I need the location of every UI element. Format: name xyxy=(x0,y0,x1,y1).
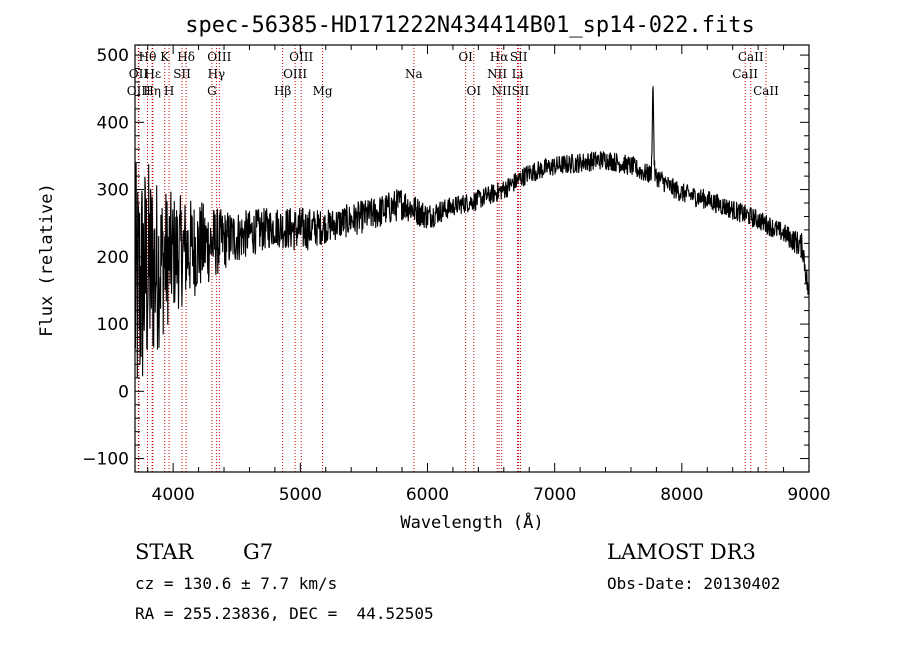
x-tick-label: 7000 xyxy=(533,485,576,505)
y-tick-label: −100 xyxy=(82,450,129,470)
line-label: OI xyxy=(466,84,481,98)
line-label: Hε xyxy=(144,67,161,81)
line-label: Hγ xyxy=(208,67,226,81)
y-tick-label: 300 xyxy=(97,181,129,201)
y-axis-ticks: −100 0 100 200 300 400 500 xyxy=(82,46,809,470)
y-tick-label: 100 xyxy=(97,315,129,335)
x-tick-label: 5000 xyxy=(279,485,322,505)
line-label: CaII xyxy=(732,67,758,81)
line-label: OI xyxy=(458,50,473,64)
x-axis-ticks: 4000 5000 6000 7000 8000 9000 xyxy=(147,45,831,505)
line-label: Hθ xyxy=(139,50,157,64)
line-label: SII xyxy=(510,50,528,64)
line-labels: Hθ OII OIII Hε Hη K H SII Hδ OIII Hγ G OIII OIII Hβ Mg N… xyxy=(127,50,779,98)
survey-name: LAMOST DR3 xyxy=(607,540,756,564)
line-label: SII xyxy=(173,67,191,81)
x-tick-label: 9000 xyxy=(787,485,830,505)
line-label: NII xyxy=(487,67,507,81)
line-label: Hδ xyxy=(177,50,195,64)
line-label: OIII xyxy=(289,50,313,64)
line-label: OII xyxy=(129,67,149,81)
line-label: H xyxy=(164,84,174,98)
y-tick-label: 200 xyxy=(97,248,129,268)
x-tick-label: 8000 xyxy=(660,485,703,505)
line-label: Hα xyxy=(490,50,509,64)
y-tick-label: 0 xyxy=(118,382,129,402)
x-tick-label: 6000 xyxy=(406,485,449,505)
y-tick-label: 400 xyxy=(97,113,129,133)
spectrum-line xyxy=(134,86,809,379)
y-axis-label: Flux (relative) xyxy=(37,183,57,337)
line-label: Hη xyxy=(143,84,161,98)
object-class: STAR xyxy=(135,540,194,564)
x-axis-label: Wavelength (Å) xyxy=(400,511,543,533)
line-label: Hβ xyxy=(274,84,291,98)
x-tick-label: 4000 xyxy=(152,485,195,505)
plot-frame xyxy=(134,44,810,473)
y-tick-label: 500 xyxy=(97,46,129,66)
object-subclass: G7 xyxy=(243,540,274,564)
line-label: K xyxy=(160,50,170,64)
line-label: Mg xyxy=(313,84,333,98)
line-label: OIII xyxy=(283,67,307,81)
line-label: OIII xyxy=(207,50,231,64)
line-label: Na xyxy=(405,67,423,81)
ra-dec: RA = 255.23836, DEC = 44.52505 xyxy=(135,604,434,623)
line-label: Li xyxy=(512,67,524,81)
line-markers xyxy=(137,45,767,472)
chart-title: spec-56385-HD171222N434414B01_sp14-022.f… xyxy=(185,13,755,38)
line-label: OIII xyxy=(127,84,151,98)
redshift-cz: cz = 130.6 ± 7.7 km/s xyxy=(135,574,338,593)
line-label: G xyxy=(207,84,217,98)
line-label: NII xyxy=(492,84,512,98)
line-label: CaII xyxy=(753,84,779,98)
line-label: SII xyxy=(512,84,530,98)
line-label: CaII xyxy=(738,50,764,64)
observation-date: Obs-Date: 20130402 xyxy=(607,574,781,593)
